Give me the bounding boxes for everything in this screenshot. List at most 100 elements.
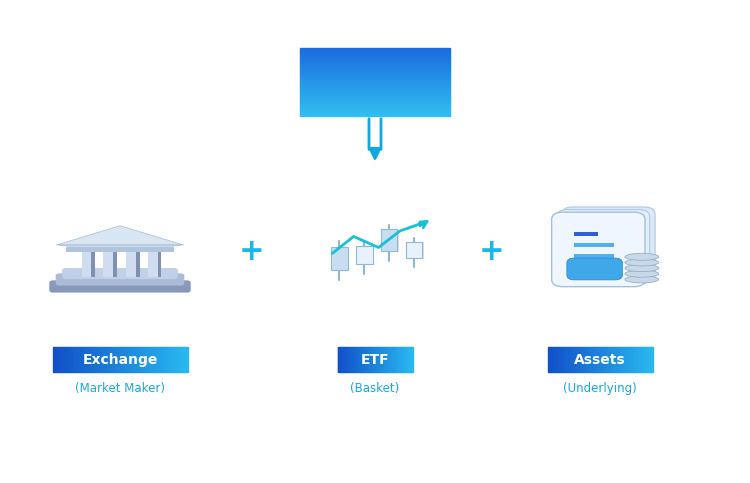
Bar: [300, 67, 450, 68]
Bar: [155, 347, 158, 372]
Bar: [300, 96, 450, 97]
Bar: [300, 80, 450, 81]
Bar: [630, 347, 632, 372]
Bar: [300, 79, 450, 80]
Bar: [81, 347, 83, 372]
FancyBboxPatch shape: [562, 207, 656, 282]
Bar: [300, 106, 450, 107]
Ellipse shape: [625, 254, 658, 260]
Bar: [300, 110, 450, 111]
Bar: [123, 347, 125, 372]
Bar: [300, 112, 450, 113]
Bar: [582, 347, 583, 372]
Text: +: +: [238, 237, 264, 266]
Bar: [406, 347, 408, 372]
Bar: [300, 62, 450, 63]
Bar: [166, 347, 167, 372]
Bar: [86, 347, 88, 372]
Bar: [345, 347, 346, 372]
Bar: [300, 83, 450, 84]
Bar: [300, 72, 450, 73]
Bar: [160, 347, 162, 372]
Bar: [412, 347, 413, 372]
Bar: [104, 251, 113, 277]
Bar: [300, 54, 450, 55]
Bar: [300, 73, 450, 74]
Bar: [300, 95, 450, 96]
Bar: [300, 90, 450, 91]
Bar: [570, 347, 572, 372]
Text: (Underlying): (Underlying): [563, 383, 637, 395]
Bar: [82, 251, 92, 277]
Bar: [300, 71, 450, 72]
FancyBboxPatch shape: [356, 246, 373, 264]
Bar: [579, 347, 580, 372]
Bar: [300, 55, 450, 56]
Bar: [642, 347, 644, 372]
Bar: [600, 347, 602, 372]
Polygon shape: [56, 226, 184, 245]
Bar: [375, 347, 376, 372]
Bar: [117, 347, 118, 372]
Bar: [300, 114, 450, 115]
Bar: [400, 347, 401, 372]
Bar: [388, 347, 389, 372]
Bar: [300, 58, 450, 59]
Bar: [120, 347, 122, 372]
Bar: [300, 107, 450, 108]
Bar: [96, 347, 98, 372]
Text: (Basket): (Basket): [350, 383, 400, 395]
Bar: [66, 347, 68, 372]
FancyBboxPatch shape: [332, 247, 347, 270]
Bar: [397, 347, 398, 372]
Bar: [576, 347, 578, 372]
Bar: [148, 251, 158, 277]
Bar: [300, 68, 450, 69]
Bar: [634, 347, 635, 372]
Bar: [574, 254, 614, 258]
Bar: [58, 347, 59, 372]
Bar: [179, 347, 181, 372]
Text: Exchange: Exchange: [82, 353, 158, 367]
Bar: [340, 347, 341, 372]
Bar: [635, 347, 637, 372]
Bar: [66, 247, 174, 252]
Bar: [136, 347, 139, 372]
Bar: [300, 64, 450, 65]
FancyBboxPatch shape: [567, 258, 622, 280]
Bar: [300, 66, 450, 67]
Text: +: +: [478, 237, 504, 266]
Bar: [574, 243, 614, 247]
Bar: [115, 347, 117, 372]
Bar: [401, 347, 402, 372]
Bar: [346, 347, 348, 372]
Bar: [348, 347, 349, 372]
Bar: [379, 347, 380, 372]
Bar: [80, 347, 81, 372]
Bar: [300, 85, 450, 86]
Bar: [398, 347, 399, 372]
Bar: [56, 347, 58, 372]
Bar: [170, 347, 172, 372]
Bar: [300, 111, 450, 112]
Ellipse shape: [625, 265, 658, 271]
Bar: [101, 347, 103, 372]
Bar: [617, 347, 618, 372]
Bar: [61, 347, 62, 372]
Bar: [640, 347, 642, 372]
Bar: [113, 251, 117, 277]
Bar: [638, 347, 639, 372]
Bar: [595, 347, 596, 372]
FancyBboxPatch shape: [556, 210, 650, 284]
Bar: [639, 347, 640, 372]
Bar: [381, 347, 382, 372]
Bar: [54, 347, 56, 372]
Bar: [399, 347, 400, 372]
Bar: [359, 347, 360, 372]
Bar: [300, 69, 450, 70]
Bar: [300, 70, 450, 71]
Bar: [167, 347, 169, 372]
Bar: [361, 347, 362, 372]
Bar: [164, 347, 166, 372]
Bar: [603, 347, 604, 372]
